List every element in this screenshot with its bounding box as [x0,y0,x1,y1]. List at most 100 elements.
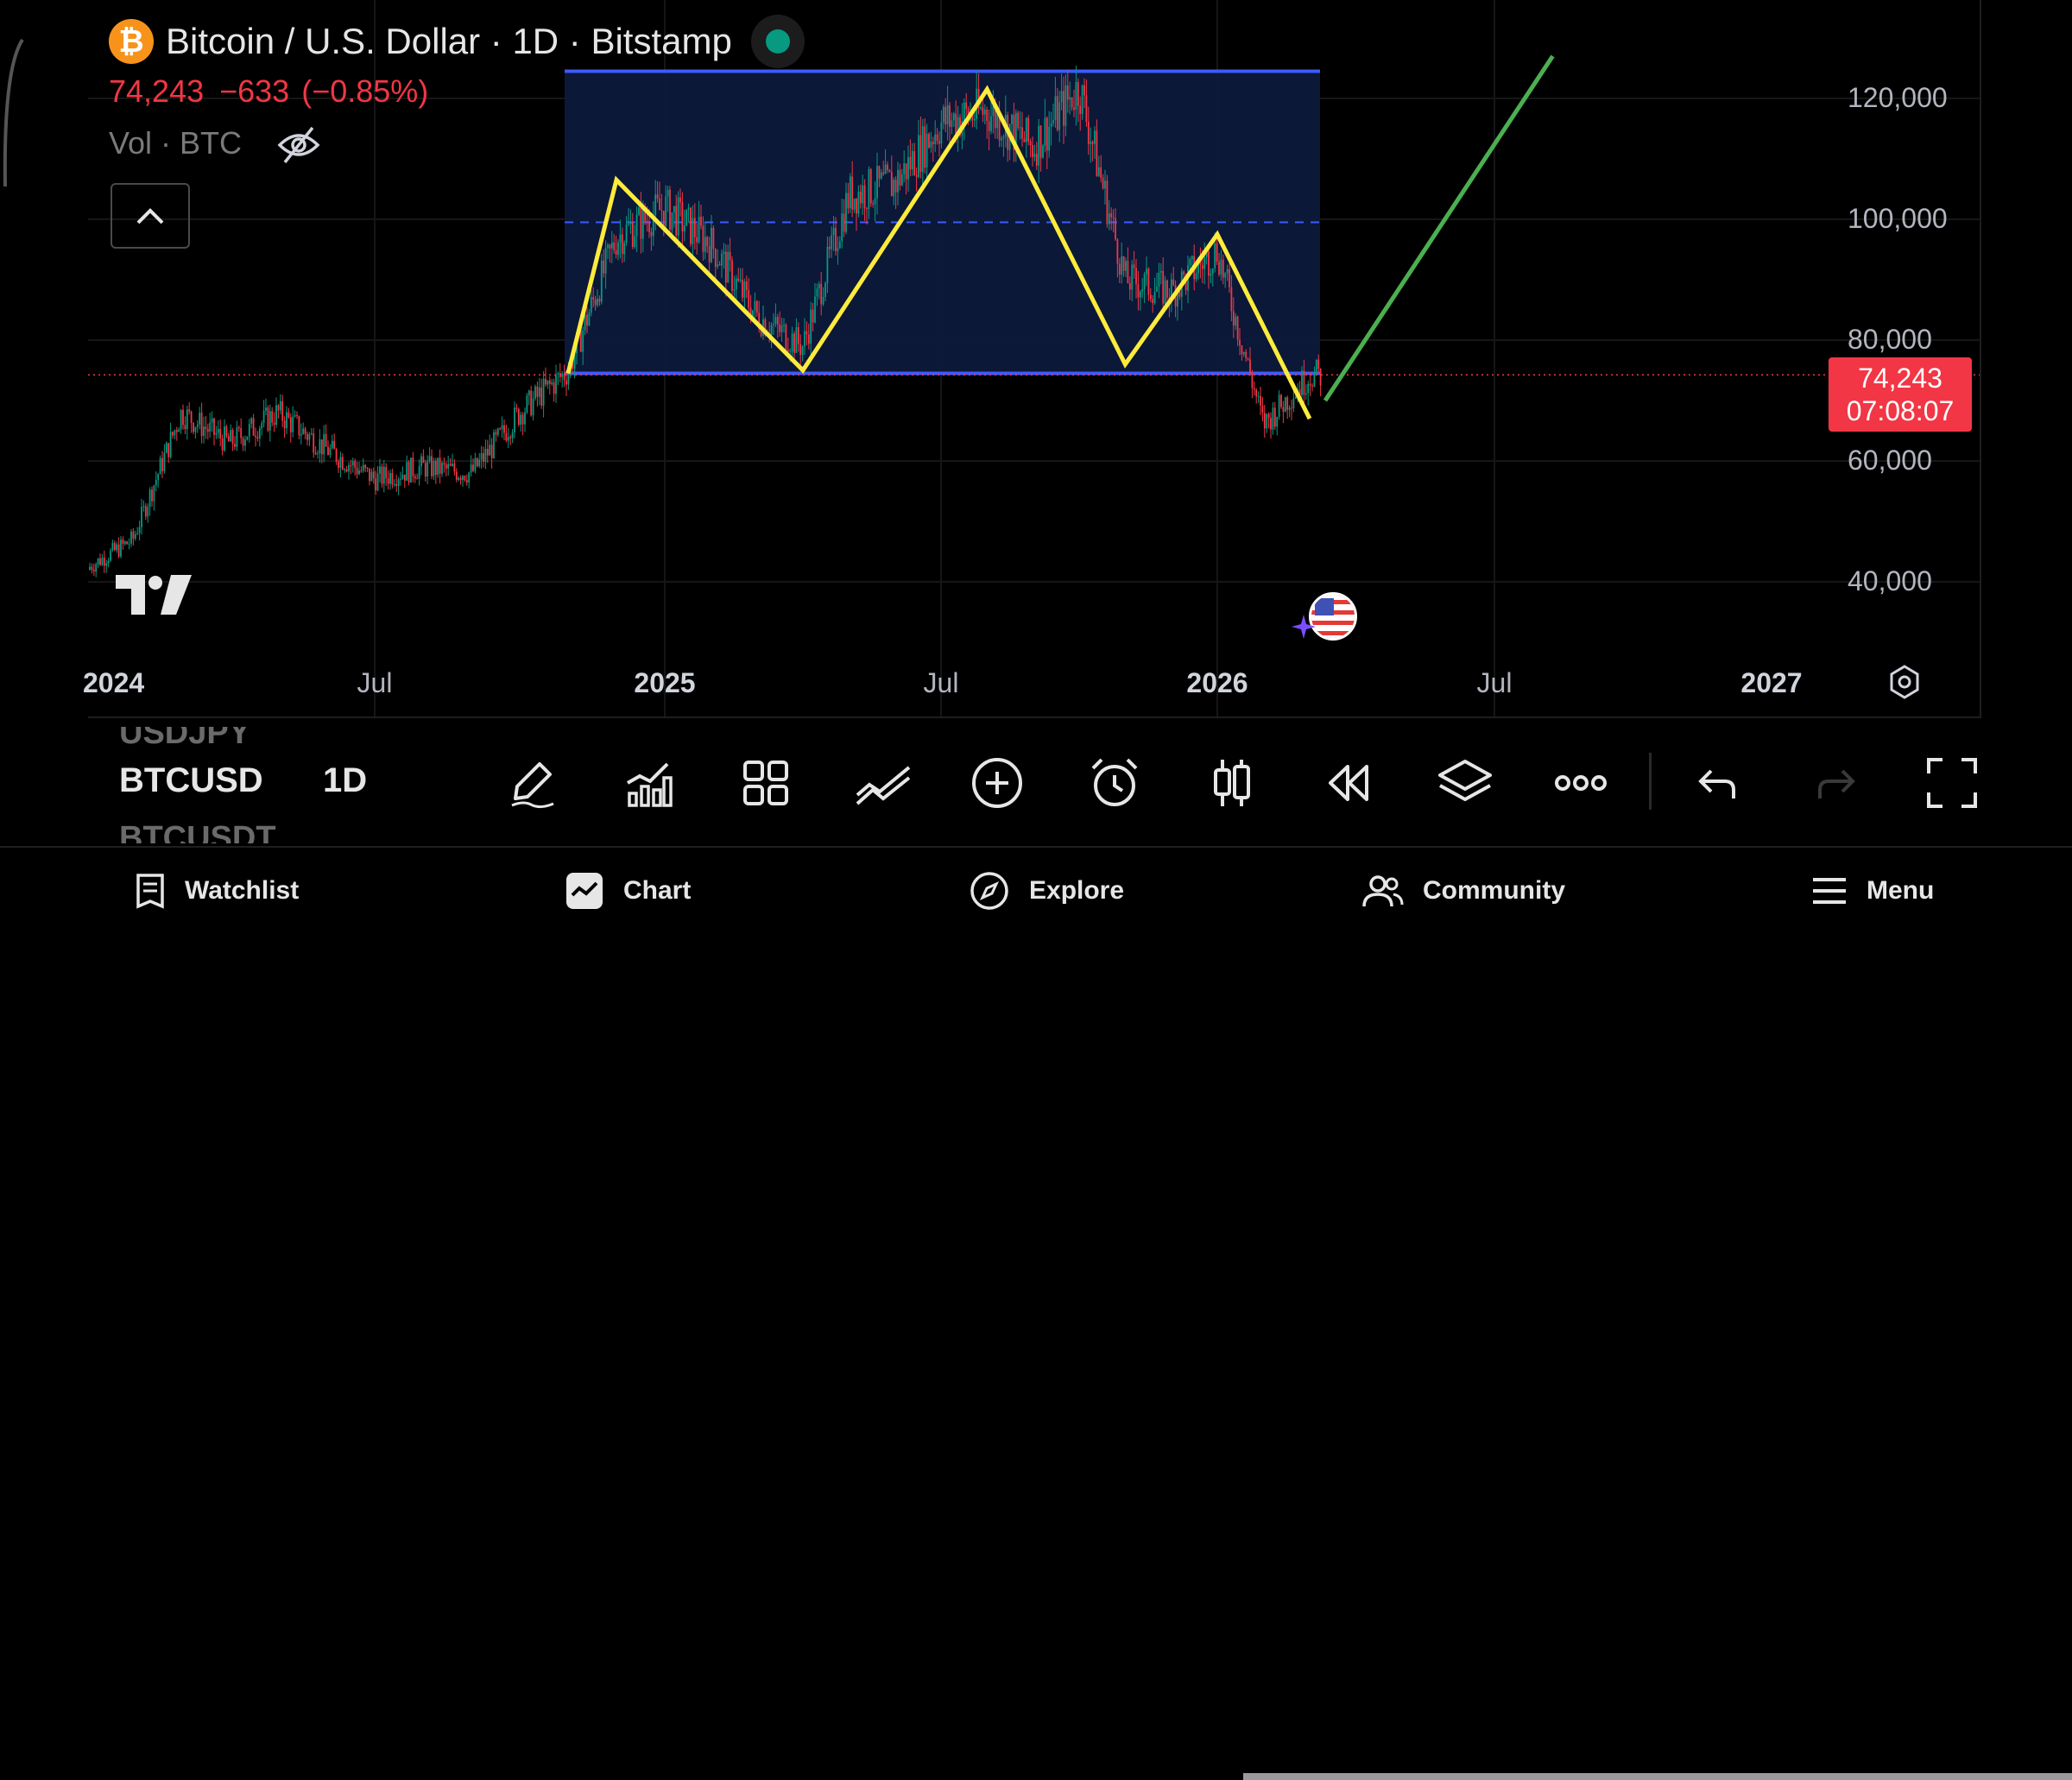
fullscreen-button[interactable] [1922,753,1982,813]
candle-body [737,278,740,281]
candle-body [638,207,640,215]
symbol-prev[interactable]: USDJPY [119,715,251,751]
candle-body [615,249,617,256]
drawing-tools-icon [856,766,911,805]
candle-body [683,225,685,232]
candle-body [610,242,613,249]
candle-body [514,407,515,432]
candle-body [1291,407,1292,409]
tradingview-logo[interactable] [116,575,192,619]
drawing-pencil-button[interactable] [502,753,563,813]
nav-chart[interactable]: Chart [565,868,691,913]
candle-body [1106,180,1109,224]
time-axis-label: 2027 [1740,667,1803,698]
price-chart[interactable] [0,0,1981,718]
candle-body [822,297,824,305]
symbol-selector[interactable]: BTCUSD [119,761,263,799]
candle-body [597,299,598,306]
candle-body [255,435,256,438]
replay-button[interactable] [1317,753,1378,813]
nav-explore-label: Explore [1029,876,1125,905]
candle-body [853,199,856,210]
add-button[interactable] [967,753,1027,813]
candle-body [745,281,748,291]
candle-body [120,540,122,557]
candle-body [900,174,903,186]
price-axis-label: 60,000 [1848,445,1932,476]
candle-body [980,107,982,109]
chart-type-button[interactable] [1202,753,1262,813]
collapse-legend-button[interactable] [111,183,190,249]
candle-body [656,194,659,199]
symbol-title[interactable]: Bitcoin / U.S. Dollar · 1D · Bitstamp [166,21,732,61]
layout-button[interactable] [736,753,796,813]
candle-body [1087,122,1090,144]
nav-explore[interactable]: Explore [969,868,1124,913]
candle-body [940,122,943,144]
candle-body [319,439,321,454]
candle-body [174,430,176,436]
candle-body [478,459,481,466]
volume-indicator-label[interactable]: Vol · BTC [109,125,243,161]
candle-body [932,142,934,144]
candle-body [878,166,881,179]
candle-body [136,533,139,534]
candle-body [590,297,592,313]
candle-body [685,209,688,226]
candle-body [130,531,132,544]
candle-body [911,151,913,170]
chart-area[interactable] [0,0,1981,718]
candle-body [407,462,410,483]
candle-body [538,387,540,397]
candle-body [350,464,352,466]
eye-off-icon[interactable] [275,121,323,169]
candle-body [1042,145,1044,158]
candle-body [545,378,546,385]
candle-body [1309,383,1311,386]
nav-menu-label: Menu [1867,876,1935,905]
candle-body [690,207,692,244]
candle-body [851,176,854,210]
nav-watchlist[interactable]: Watchlist [135,868,299,913]
indicators-button[interactable] [618,753,679,813]
nav-community[interactable]: Community [1362,868,1565,913]
market-status-indicator[interactable] [750,15,805,68]
chart-settings-icon[interactable] [1886,663,1924,705]
candle-body [1097,167,1100,177]
candle-body [785,325,787,350]
candle-body [584,314,586,331]
undo-icon [1698,769,1735,798]
more-icon [1555,775,1607,791]
candle-body [1116,239,1119,264]
layers-button[interactable] [1435,753,1495,813]
more-button[interactable] [1551,753,1611,813]
candle-body [1073,107,1075,110]
candle-body [1083,85,1085,96]
alert-button[interactable] [1084,753,1145,813]
candle-body [1058,102,1061,130]
nav-menu[interactable]: Menu [1811,868,1934,913]
symbol-header[interactable]: ₿ Bitcoin / U.S. Dollar · 1D · Bitstamp [109,15,805,68]
candle-body [1159,270,1162,273]
interval-selector[interactable]: 1D [323,761,368,799]
candle-body [1210,274,1212,276]
symbol-next[interactable]: BTCUSDT [119,820,276,856]
candle-body [159,458,161,475]
candle-body [555,374,557,395]
pencil-icon [511,762,554,809]
candle-body [1141,288,1144,292]
candle-body [579,325,582,352]
candle-body [178,429,180,432]
candle-body [382,466,385,484]
candle-body [418,466,420,479]
candle-body [665,196,667,227]
candle-body [1272,407,1274,430]
us-flag-icon[interactable] [1309,592,1357,641]
drawing-tools-button[interactable] [853,753,913,813]
redo-button[interactable] [1806,753,1867,813]
undo-button[interactable] [1687,753,1747,813]
candle-body [884,164,887,174]
candle-body [215,432,218,435]
candle-body [561,373,564,377]
candle-body [862,185,864,204]
